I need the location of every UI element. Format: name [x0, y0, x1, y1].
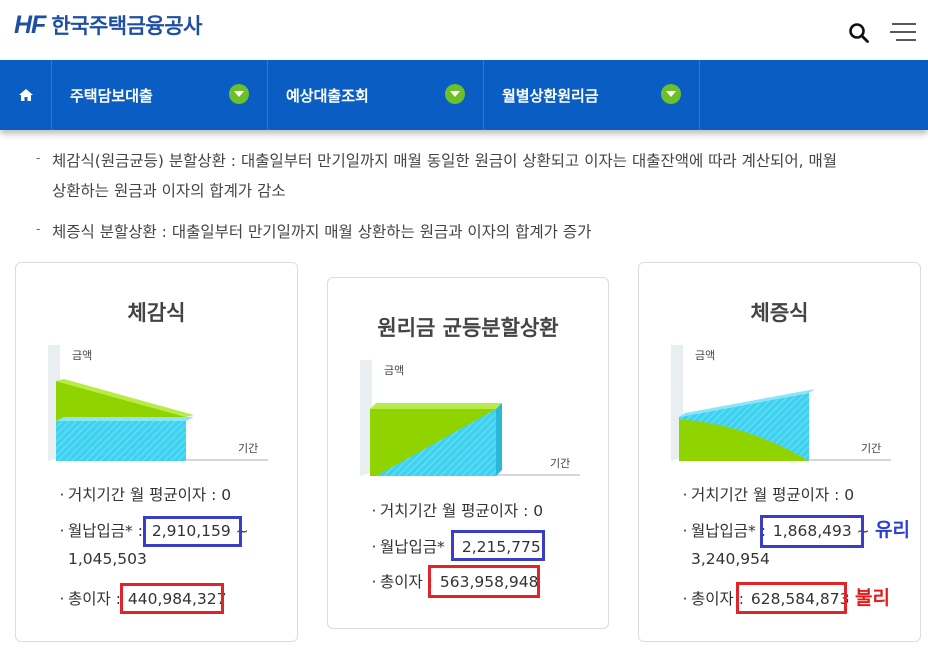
nav-item-label: 예상대출조회: [286, 86, 369, 105]
card-equal-installment: 원리금 균등분할상환 금액 기간 · 거치기간 월 평균이자 : 0 · 월납입금*…: [327, 277, 609, 629]
nav-item-monthly-repayment[interactable]: 월별상환원리금: [484, 60, 700, 130]
highlight-box-blue: [143, 516, 242, 547]
total-interest-row: · 총이자 : 440,984,327: [59, 590, 227, 608]
highlight-box-blue: [451, 530, 545, 561]
y-axis-label: 금액: [695, 349, 716, 362]
card-title: 체증식: [750, 301, 809, 325]
nav-item-label: 주택담보대출: [70, 86, 153, 105]
nav-item-loan-estimate[interactable]: 예상대출조회: [268, 60, 484, 130]
chevron-down-icon[interactable]: [229, 84, 249, 104]
card-title: 원리금 균등분할상환: [377, 316, 559, 340]
x-axis-label: 기간: [238, 442, 259, 455]
nav-home-button[interactable]: [0, 60, 52, 130]
x-axis-label: 기간: [550, 457, 571, 470]
highlight-box-blue: [760, 515, 864, 548]
description-line: 체증식 분할상환 : 대출일부터 만기일까지 매월 상환하는 원금과 이자의 합…: [52, 223, 592, 241]
description-increasing: - 체증식 분할상환 : 대출일부터 만기일까지 매월 상환하는 원금과 이자의…: [36, 217, 906, 247]
y-axis-label: 금액: [72, 349, 93, 362]
description-line: 상환하는 원금과 이자의 합계가 감소: [52, 182, 286, 200]
increasing-repayment-graph: [671, 345, 891, 461]
monthly-payment-value: 1,868,493 ~: [772, 522, 870, 540]
logo-text: 한국주택금융공사: [51, 14, 202, 38]
home-icon: [18, 89, 33, 101]
total-interest-value: 628,584,873: [750, 590, 850, 608]
card-declining: 체감식 금액 기간 · 거치기간 월 평균이자 : 0 · 월납입금* : 2,91…: [15, 262, 298, 642]
logo-mark: HF: [14, 10, 46, 39]
total-interest-row: · 총이자 : 628,584,873: [682, 590, 850, 608]
nav-item-mortgage-loan[interactable]: 주택담보대출: [52, 60, 268, 130]
total-interest-value: 563,958,948: [439, 573, 539, 591]
description-line: 체감식(원금균등) 분할상환 : 대출일부터 만기일까지 매월 동일한 원금이 …: [52, 152, 838, 170]
monthly-payment-value-end: 1,045,503: [68, 550, 147, 568]
monthly-payment-value-end: 3,240,954: [691, 550, 770, 568]
total-interest-row: · 총이자 : 563,958,948: [371, 573, 539, 591]
highlight-box-red: [428, 565, 540, 598]
monthly-payment-value: 2,215,775: [461, 538, 541, 556]
grace-interest-row: · 거치기간 월 평균이자 : 0: [371, 502, 544, 520]
description-declining: - 체감식(원금균등) 분할상환 : 대출일부터 만기일까지 매월 동일한 원금…: [36, 146, 906, 206]
highlight-box-red: [736, 582, 847, 614]
grace-interest-row: · 거치기간 월 평균이자 : 0: [682, 486, 855, 504]
favorable-label: 유리: [875, 519, 910, 541]
highlight-box-red: [120, 583, 224, 614]
x-axis-label: 기간: [861, 442, 882, 455]
hamburger-menu-icon[interactable]: [888, 22, 918, 42]
monthly-payment-row: · 월납입금* : 2,215,775: [371, 538, 541, 556]
equal-installment-graph: [360, 360, 580, 476]
unfavorable-label: 불리: [855, 587, 890, 609]
card-title: 체감식: [127, 301, 186, 325]
grace-interest-row: · 거치기간 월 평균이자 : 0: [59, 486, 232, 504]
card-increasing: 체증식 금액 기간 · 거치기간 월 평균이자 : 0 · 월납입금* : 1,86…: [638, 262, 921, 642]
monthly-payment-row: · 월납입금* : 1,868,493 ~: [682, 522, 870, 540]
site-header: HF 한국주택금융공사: [0, 0, 928, 60]
monthly-payment-value: 2,910,159 ~: [151, 522, 249, 540]
y-axis-label: 금액: [384, 364, 405, 377]
search-icon[interactable]: [848, 22, 870, 44]
chevron-down-icon[interactable]: [661, 84, 681, 104]
nav-item-label: 월별상환원리금: [502, 86, 599, 105]
hf-logo[interactable]: HF 한국주택금융공사: [14, 10, 202, 40]
main-nav-bar: 주택담보대출 예상대출조회 월별상환원리금: [0, 60, 928, 130]
chevron-down-icon[interactable]: [445, 84, 465, 104]
declining-repayment-graph: [48, 345, 268, 461]
total-interest-value: 440,984,327: [127, 590, 227, 608]
monthly-payment-row: · 월납입금* : 2,910,159 ~: [59, 522, 249, 540]
